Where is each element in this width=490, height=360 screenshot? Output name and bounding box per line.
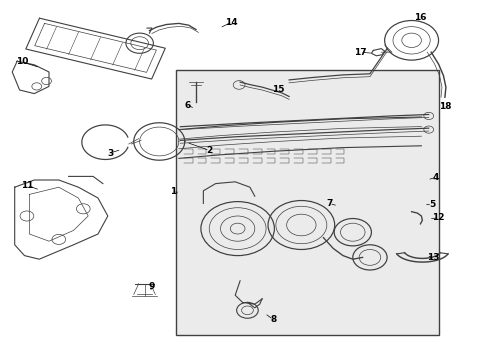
Text: 16: 16 — [414, 13, 427, 22]
Text: 10: 10 — [16, 57, 28, 66]
Text: 2: 2 — [207, 146, 213, 155]
Text: 15: 15 — [272, 85, 285, 94]
Text: 5: 5 — [429, 200, 435, 209]
Text: 3: 3 — [107, 149, 113, 158]
Text: 9: 9 — [148, 282, 155, 291]
Text: 18: 18 — [439, 102, 451, 111]
Bar — [176, 70, 439, 335]
Text: 12: 12 — [432, 213, 445, 222]
Text: 13: 13 — [427, 253, 440, 262]
Text: 6: 6 — [185, 100, 191, 109]
Text: 8: 8 — [270, 315, 276, 324]
Text: 7: 7 — [326, 199, 333, 208]
Text: 4: 4 — [433, 173, 440, 181]
Text: 1: 1 — [170, 187, 176, 196]
Text: 11: 11 — [21, 181, 33, 190]
Text: 17: 17 — [354, 48, 367, 57]
Text: 14: 14 — [225, 18, 238, 27]
